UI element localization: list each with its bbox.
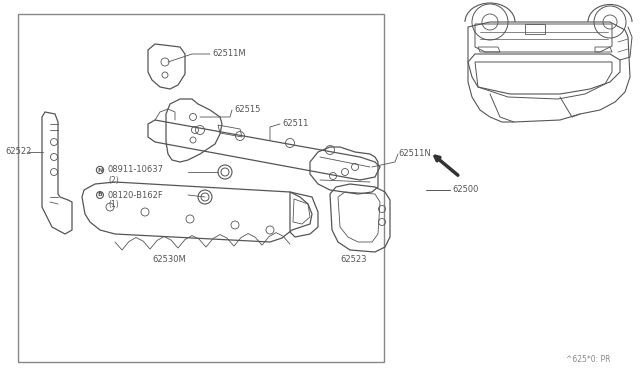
Text: 62500: 62500 xyxy=(452,186,478,195)
Text: 62515: 62515 xyxy=(234,106,260,115)
Text: 08911-10637: 08911-10637 xyxy=(108,166,164,174)
Text: 62511: 62511 xyxy=(282,119,308,128)
Text: B: B xyxy=(97,192,102,198)
Text: 62522: 62522 xyxy=(5,148,31,157)
Text: 08120-B162F: 08120-B162F xyxy=(108,190,164,199)
Bar xyxy=(18,14,384,362)
Text: 62523: 62523 xyxy=(340,256,367,264)
Text: 62530M: 62530M xyxy=(152,256,186,264)
Text: 62511M: 62511M xyxy=(212,49,246,58)
Text: 62511N: 62511N xyxy=(398,150,431,158)
Text: ^625*0: PR: ^625*0: PR xyxy=(566,356,610,365)
Text: N: N xyxy=(97,167,102,173)
Text: (1): (1) xyxy=(108,201,119,209)
Text: (2): (2) xyxy=(108,176,119,185)
